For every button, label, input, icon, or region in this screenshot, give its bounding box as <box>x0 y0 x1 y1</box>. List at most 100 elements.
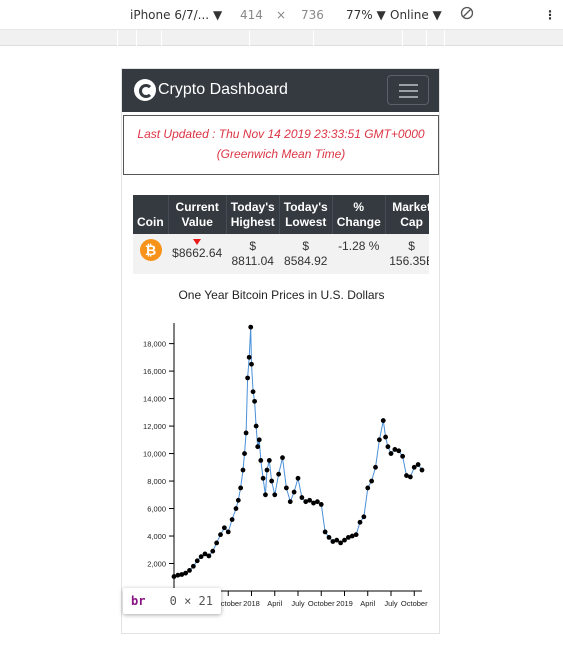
data-point <box>291 489 297 495</box>
x-tick-label: July <box>384 599 398 608</box>
x-tick-label: April <box>360 599 375 608</box>
rotate-icon[interactable] <box>460 6 474 23</box>
data-point <box>322 529 328 535</box>
data-point <box>266 458 272 463</box>
data-point <box>388 451 394 456</box>
device-select[interactable]: iPhone 6/7/... ▼ <box>130 8 223 22</box>
data-point <box>240 467 246 473</box>
data-point <box>404 473 409 478</box>
network-throttle-select[interactable]: Online ▼ <box>390 8 442 22</box>
data-point <box>357 519 363 525</box>
data-point <box>243 430 249 436</box>
table-row: ₿ $8662.64 $8811.04 $8584.92 -1.28 % $15… <box>133 234 429 274</box>
zoom-select[interactable]: 77% ▼ <box>346 8 386 22</box>
todays-lowest-cell: $8584.92 <box>279 234 333 274</box>
dropdown-caret-icon: ▼ <box>212 8 223 22</box>
data-point <box>392 447 398 452</box>
coin-table-container[interactable]: Coin Current Value Today's Highest Today's… <box>133 195 429 275</box>
y-tick-label: 16,000 <box>143 367 166 376</box>
data-point <box>214 540 220 546</box>
chart-title: One Year Bitcoin Prices in U.S. Dollars <box>178 288 385 302</box>
data-point <box>258 458 264 463</box>
viewport-width-input[interactable]: 414 <box>240 8 263 22</box>
data-point <box>369 478 375 484</box>
data-point <box>218 532 223 538</box>
data-point <box>250 389 256 395</box>
data-point <box>269 478 275 484</box>
data-point <box>198 554 204 560</box>
data-point <box>225 529 231 535</box>
x-tick-label: October <box>308 599 335 608</box>
data-point <box>245 375 251 381</box>
x-tick-label: 2018 <box>243 599 260 608</box>
data-point <box>229 517 235 522</box>
data-point <box>175 572 181 578</box>
data-point <box>206 553 212 559</box>
data-point <box>235 497 241 503</box>
data-point <box>246 354 252 360</box>
data-point <box>400 453 406 459</box>
last-updated-box: Last Updated : Thu Nov 14 2019 23:33:51 … <box>123 115 439 175</box>
data-point <box>342 537 347 543</box>
data-point <box>349 533 355 539</box>
y-tick-label: 14,000 <box>143 395 166 404</box>
header-todays-highest: Today's Highest <box>226 195 280 234</box>
x-tick-label: April <box>267 599 282 608</box>
data-point <box>307 497 313 503</box>
data-point <box>253 423 259 429</box>
todays-highest-cell: $8811.04 <box>226 234 280 274</box>
data-point <box>210 548 216 554</box>
data-point <box>295 475 301 481</box>
data-point <box>383 434 388 440</box>
device-screen: Crypto Dashboard Last Updated : Thu Nov … <box>121 68 440 634</box>
data-point <box>326 535 332 540</box>
navbar: Crypto Dashboard <box>122 69 439 112</box>
viewport-height-input[interactable]: 736 <box>301 8 324 22</box>
data-point <box>260 475 266 481</box>
y-tick-label: 18,000 <box>143 340 166 349</box>
data-point <box>263 492 268 498</box>
header-coin: Coin <box>133 195 169 234</box>
data-point <box>365 485 371 491</box>
dropdown-caret-icon: ▼ <box>432 8 442 22</box>
navbar-brand[interactable]: Crypto Dashboard <box>134 79 288 101</box>
data-point <box>330 539 336 544</box>
data-point <box>280 455 285 461</box>
data-point <box>353 532 359 538</box>
data-point <box>334 537 340 543</box>
data-point <box>396 448 402 454</box>
data-point <box>248 324 254 330</box>
y-tick-label: 6,000 <box>147 505 166 514</box>
navbar-toggle-button[interactable] <box>387 75 429 105</box>
market-cap-cell: $156.35B <box>385 234 429 274</box>
data-point <box>264 467 270 473</box>
price-chart: 2,000 4,000 6,000 8,000 10,000 12,000 14,000 16… <box>143 323 428 608</box>
more-options-icon[interactable]: ⋮ <box>544 8 556 22</box>
coin-cell: ₿ <box>133 234 169 274</box>
coin-table: Coin Current Value Today's Highest Today's… <box>133 195 429 274</box>
x-tick-label: October <box>401 599 428 608</box>
devtools-toolbar: iPhone 6/7/... ▼ 414 × 736 77% ▼ Online … <box>0 0 563 30</box>
x-tick-label: July <box>291 599 305 608</box>
data-point <box>202 551 208 557</box>
price-line <box>173 327 423 578</box>
data-point <box>376 437 382 443</box>
data-point <box>171 574 177 579</box>
crypto-logo-icon <box>134 79 156 101</box>
current-value-cell: $8662.64 <box>168 234 227 274</box>
tooltip-dimensions: 0 × 21 <box>169 594 213 608</box>
data-point <box>272 492 278 498</box>
dropdown-caret-icon: ▼ <box>376 8 386 22</box>
y-tick-label: 2,000 <box>147 560 166 569</box>
header-current-value: Current Value <box>168 195 227 234</box>
data-point <box>276 471 282 477</box>
data-point <box>252 398 257 404</box>
data-point <box>311 500 316 506</box>
down-arrow-icon <box>193 239 202 245</box>
data-point <box>233 506 239 511</box>
data-point <box>303 499 309 505</box>
percent-change-cell: -1.28 % <box>332 234 386 274</box>
data-point <box>287 499 293 505</box>
element-inspector-tooltip: br 0 × 21 <box>123 588 221 614</box>
y-tick-label: 10,000 <box>143 450 166 459</box>
